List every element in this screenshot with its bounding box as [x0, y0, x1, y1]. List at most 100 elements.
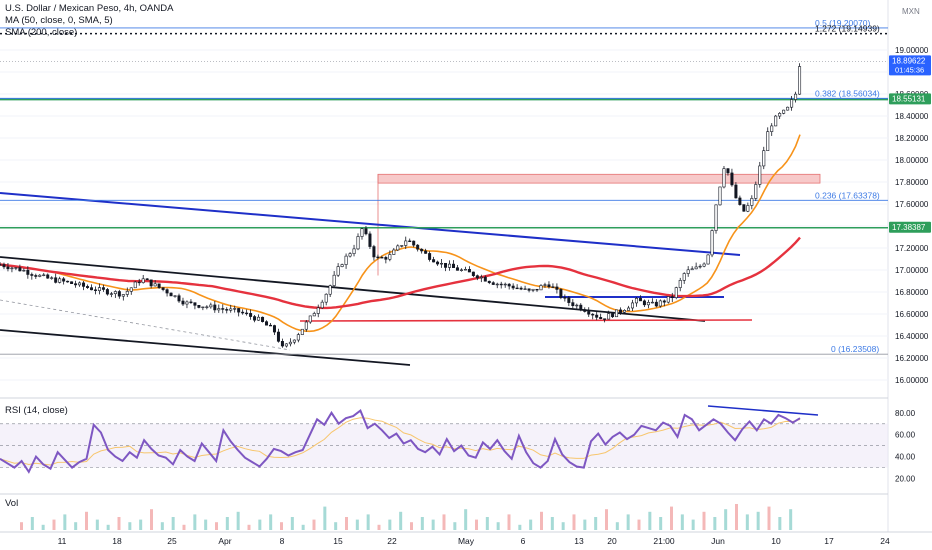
candle-body	[137, 281, 141, 284]
volume-bar	[150, 509, 153, 530]
volume-bar	[63, 514, 67, 530]
candle-body	[161, 287, 165, 290]
candle-body	[157, 283, 161, 288]
candle-body	[129, 287, 133, 292]
fib-level-label: 0.5 (19.20070)	[815, 18, 870, 28]
time-tick-label: 6	[521, 536, 526, 546]
candle-body	[189, 301, 193, 304]
price-tick-label: 16.60000	[895, 310, 929, 319]
candle-body	[109, 293, 113, 295]
ma50-line	[0, 134, 801, 333]
currency-label[interactable]: MXN	[902, 7, 920, 16]
candle-body	[495, 283, 499, 286]
candle-body	[662, 300, 666, 303]
symbol-title[interactable]: U.S. Dollar / Mexican Peso, 4h, OANDA	[5, 3, 174, 14]
candle-body	[646, 302, 650, 306]
candle-body	[324, 293, 328, 303]
candle-body	[173, 295, 177, 297]
candle-body	[463, 269, 467, 271]
price-tag-value: 18.55131	[892, 94, 926, 103]
volume-bar	[485, 517, 489, 530]
candle-body	[332, 274, 336, 286]
volume-bar	[366, 514, 370, 530]
price-axis-panel[interactable]	[888, 0, 932, 550]
volume-bar	[453, 522, 457, 530]
candle-body	[702, 263, 706, 267]
candle-body	[50, 277, 54, 279]
candle-body	[774, 115, 778, 127]
candle-body	[654, 301, 658, 307]
candle-body	[265, 321, 269, 326]
vol-legend[interactable]: Vol	[5, 498, 19, 509]
candle-body	[376, 256, 380, 259]
candle-body	[201, 306, 205, 309]
sma200-line	[0, 236, 801, 310]
candle-body	[750, 198, 754, 206]
price-tick-label: 17.80000	[895, 178, 929, 187]
candle-body	[555, 286, 559, 290]
fib-level-label: 1.272 (19.14939)	[815, 24, 880, 34]
price-tick-label: 16.00000	[895, 376, 929, 385]
volume-bar	[745, 514, 749, 530]
volume-bar	[410, 522, 413, 530]
candle-body	[54, 277, 58, 283]
fib-level-label: 0.236 (17.63378)	[815, 190, 880, 200]
candle-body	[221, 308, 225, 310]
candle-body	[82, 282, 86, 287]
volume-bar	[735, 504, 738, 530]
volume-bar	[702, 511, 706, 530]
price-tick-label: 18.40000	[895, 112, 929, 121]
volume-bar	[464, 509, 468, 530]
candle-body	[619, 309, 623, 313]
candle-body	[368, 233, 372, 247]
candle-body	[527, 288, 531, 291]
candle-body	[209, 304, 213, 308]
volume-bar	[594, 517, 598, 530]
ma-legend[interactable]: MA (50, close, 0, SMA, 5)	[5, 15, 113, 26]
volume-bar	[518, 524, 522, 530]
time-tick-label: 15	[333, 536, 343, 546]
candle-body	[455, 267, 459, 271]
candle-body	[507, 283, 511, 287]
candle-body	[440, 262, 444, 265]
rsi-legend[interactable]: RSI (14, close)	[5, 405, 68, 416]
volume-bar	[85, 511, 88, 530]
volume-bar	[713, 517, 717, 530]
candle-body	[563, 297, 567, 299]
candle-body	[257, 316, 261, 321]
sma-legend[interactable]: SMA (200, close)	[5, 27, 78, 38]
volume-bar	[420, 517, 424, 530]
candle-body	[241, 311, 245, 314]
volume-bar	[605, 509, 608, 530]
candle-body	[292, 339, 296, 343]
rsi-ma-line	[0, 417, 801, 466]
candle-body	[682, 273, 686, 281]
candle-body	[583, 309, 587, 312]
candle-body	[770, 125, 774, 132]
candle-body	[448, 263, 452, 268]
volume-bar	[778, 517, 782, 530]
candle-body	[66, 280, 70, 283]
volume-bar	[52, 519, 56, 530]
candle-body	[766, 131, 770, 151]
candle-body	[758, 165, 762, 185]
volume-bar	[540, 511, 543, 530]
candle-body	[519, 287, 523, 290]
drawings	[0, 27, 888, 416]
volume-bar	[160, 522, 164, 530]
candle-body	[356, 236, 360, 250]
candle-body	[714, 204, 718, 231]
volume-bar	[280, 522, 283, 530]
candle-body	[14, 267, 18, 269]
volume-bar	[680, 514, 684, 530]
candle-body	[630, 302, 634, 309]
candle-body	[113, 291, 117, 295]
candle-body	[790, 99, 794, 108]
candle-body	[380, 256, 384, 259]
volume-bar	[215, 522, 218, 530]
candle-body	[105, 289, 109, 295]
volume-bar	[204, 519, 208, 530]
candle-body	[336, 266, 340, 276]
